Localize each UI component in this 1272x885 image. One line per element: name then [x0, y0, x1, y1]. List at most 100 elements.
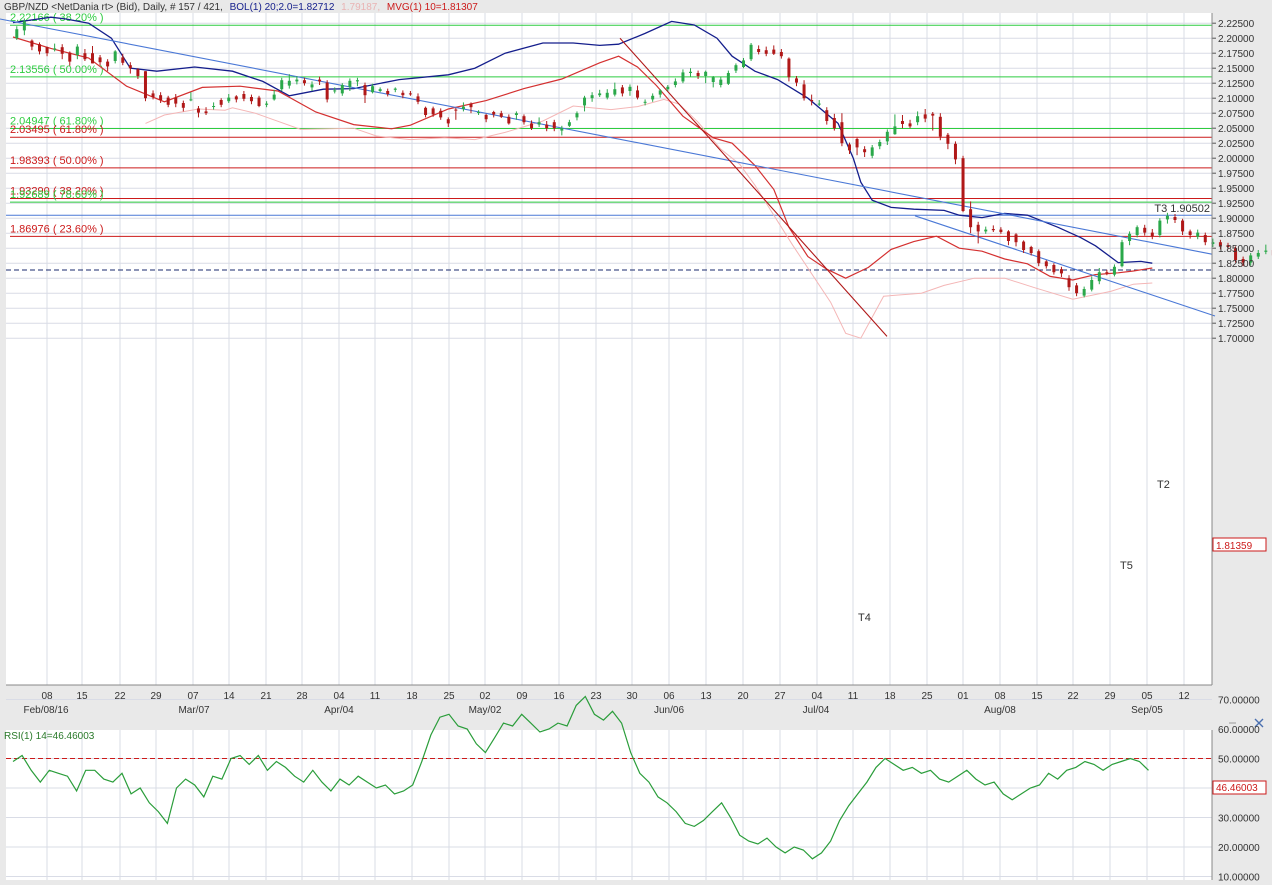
candle-body	[408, 93, 412, 95]
candle-body	[257, 97, 261, 106]
rsi-header-bar	[0, 717, 1272, 730]
x-tick-label: 05	[1141, 691, 1153, 702]
x-tick-label: 27	[774, 691, 786, 702]
candle-body	[1128, 233, 1132, 241]
candle-body	[1037, 251, 1041, 264]
x-tick-label: 25	[443, 691, 455, 702]
main-plot-area	[6, 13, 1212, 685]
candle-body	[393, 88, 397, 90]
candle-body	[212, 106, 216, 107]
x-month-label: May/02	[469, 705, 502, 716]
candle-body	[287, 80, 291, 86]
candle-body	[1082, 289, 1086, 296]
candle-body	[1203, 235, 1207, 243]
candle-body	[772, 49, 776, 54]
candle-body	[272, 94, 276, 100]
candle-body	[711, 77, 715, 82]
candle-body	[620, 87, 624, 94]
candle-body	[106, 61, 110, 67]
candle-body	[628, 86, 632, 91]
candle-body	[719, 79, 723, 85]
candle-body	[113, 51, 117, 61]
x-tick-label: 15	[76, 691, 88, 702]
candle-body	[355, 80, 359, 82]
candle-body	[931, 113, 935, 116]
y-tick-label: 2.12500	[1218, 79, 1255, 90]
x-tick-label: 04	[811, 691, 823, 702]
candle-body	[348, 80, 352, 87]
candle-body	[1120, 242, 1124, 267]
candle-body	[1067, 278, 1071, 288]
x-tick-label: 21	[260, 691, 272, 702]
rsi-y-tick-label: 50.00000	[1218, 755, 1260, 766]
trend-label-t4: T4	[858, 612, 871, 624]
candlesticks	[15, 18, 1272, 298]
y-tick-label: 2.02500	[1218, 139, 1255, 150]
candle-body	[1097, 272, 1101, 282]
x-tick-label: 09	[516, 691, 528, 702]
candle-body	[893, 126, 897, 135]
candle-body	[598, 93, 602, 96]
candle-body	[1211, 242, 1215, 244]
candle-body	[1196, 232, 1200, 237]
candle-body	[1241, 259, 1245, 263]
rsi-plot-area	[6, 730, 1212, 880]
fib-label: 2.13556 ( 50.00% )	[10, 64, 104, 76]
candle-body	[885, 131, 889, 142]
candle-body	[196, 108, 200, 113]
candle-body	[310, 84, 314, 88]
candle-body	[999, 229, 1003, 232]
candle-body	[1029, 247, 1033, 253]
candle-body	[764, 50, 768, 54]
candle-body	[227, 97, 231, 102]
candle-body	[583, 97, 587, 106]
candle-body	[454, 109, 458, 111]
y-tick-label: 2.20000	[1218, 34, 1255, 45]
candle-body	[953, 143, 957, 160]
y-tick-label: 1.80000	[1218, 274, 1255, 285]
candle-body	[136, 69, 140, 76]
fib-label: 1.93290 ( 38.20% )	[10, 185, 104, 197]
candle-body	[537, 122, 541, 125]
x-tick-label: 04	[333, 691, 345, 702]
x-month-label: Aug/08	[984, 705, 1016, 716]
candle-body	[1226, 245, 1230, 247]
candle-body	[749, 44, 753, 60]
header-text: GBP/NZD <NetDania rt> (Bid), Daily, # 15…	[4, 2, 478, 13]
rsi-line	[12, 695, 1149, 860]
rsi-y-tick-label: 30.00000	[1218, 814, 1260, 825]
y-tick-label: 1.77500	[1218, 289, 1255, 300]
candle-body	[825, 110, 829, 121]
candle-body	[151, 93, 155, 97]
fib-label: 2.03495 ( 61.80% )	[10, 124, 104, 136]
x-tick-label: 25	[921, 691, 933, 702]
y-tick-label: 2.00000	[1218, 154, 1255, 165]
candle-body	[204, 111, 208, 114]
candle-body	[961, 158, 965, 211]
candle-body	[840, 122, 844, 144]
candle-body	[575, 113, 579, 118]
close-panel-icon[interactable]	[1252, 718, 1266, 729]
candle-body	[75, 46, 79, 55]
candle-body	[242, 94, 246, 99]
fib-label: 1.98393 ( 50.00% )	[10, 155, 104, 167]
x-tick-label: 16	[553, 691, 565, 702]
candle-body	[567, 122, 571, 126]
candle-body	[855, 139, 859, 148]
candle-body	[492, 112, 496, 115]
trend-label-t5: T5	[1120, 560, 1133, 572]
candle-body	[401, 92, 405, 96]
candle-body	[484, 115, 488, 120]
resize-handle-icon[interactable]	[1226, 718, 1238, 729]
rsi-y-tick-label: 70.00000	[1218, 696, 1260, 707]
x-tick-label: 15	[1031, 691, 1043, 702]
candle-body	[439, 110, 443, 118]
candle-body	[870, 147, 874, 156]
candle-body	[30, 40, 34, 47]
fibonacci-levels: 2.22166 ( 38.20% )2.13556 ( 50.00% )2.04…	[6, 12, 1212, 271]
candle-body	[280, 80, 284, 90]
x-month-label: Sep/05	[1131, 705, 1163, 716]
y-tick-label: 1.92500	[1218, 199, 1255, 210]
candle-body	[166, 97, 170, 105]
